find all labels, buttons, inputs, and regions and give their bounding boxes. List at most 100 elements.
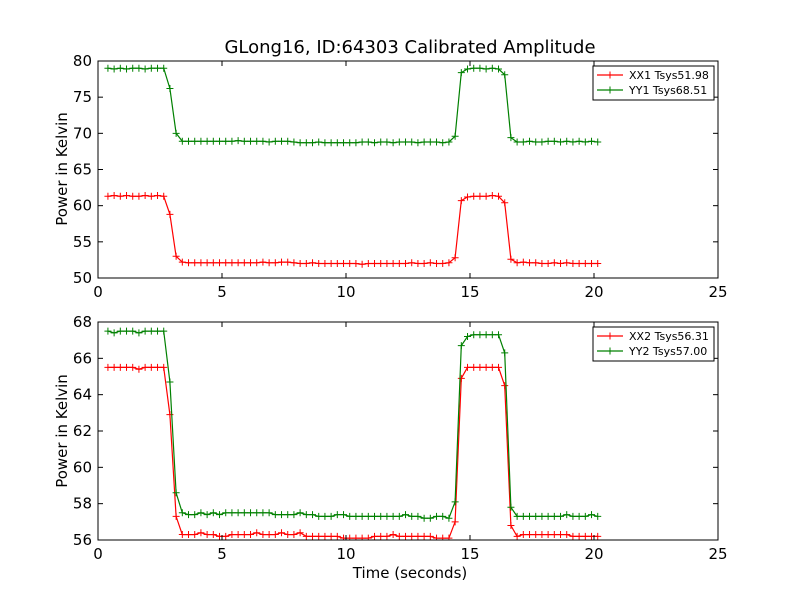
bottom-series-2-point [395, 512, 403, 520]
top-series-1-point [526, 259, 534, 267]
top-series-1-point [116, 192, 124, 200]
top-legend-label-1: XX1 Tsys51.98 [629, 69, 709, 82]
bottom-series-2-point [507, 503, 515, 511]
top-series-2-point [588, 137, 596, 145]
bottom-series-2-point [327, 512, 335, 520]
bottom-series-2-point [253, 509, 261, 517]
top-series-1-point [457, 197, 465, 205]
top-y-tick-label: 75 [73, 88, 92, 106]
top-series-1-point [389, 260, 397, 268]
top-series-2-point [197, 137, 205, 145]
bottom-series-1-point [439, 534, 447, 540]
top-series-2-point [309, 139, 317, 147]
bottom-legend-box [592, 326, 715, 362]
top-series-1-point [222, 259, 230, 267]
bottom-series-2-point [389, 512, 397, 520]
top-series-1-point [154, 192, 162, 200]
top-series-2-point [507, 134, 515, 142]
top-series-1-point [532, 259, 540, 267]
top-series-1-point [439, 260, 447, 268]
top-series-2-point [451, 132, 459, 140]
top-series-1-point [135, 192, 143, 200]
top-series-2-point [364, 138, 372, 146]
top-y-tick-label: 70 [73, 124, 92, 142]
top-series-1-point [160, 192, 168, 200]
top-series-1-point [333, 260, 341, 268]
bottom-series-2-point [581, 512, 589, 520]
top-series-1-point [563, 259, 571, 267]
bottom-series-2-point [302, 511, 310, 519]
bottom-series-2-point [209, 509, 217, 517]
bottom-series-1-point [110, 363, 118, 371]
bottom-series-2-point [588, 511, 596, 519]
top-series-1-point [557, 260, 565, 268]
top-y-tick-label: 55 [73, 233, 92, 251]
bottom-series-2-point [513, 512, 521, 520]
bottom-series-1-point [141, 363, 149, 371]
bottom-plot-panel: 0 5 10 15 20 25 56 58 60 62 64 66 68 XX2 Tsys56.31 YY2… [73, 313, 728, 563]
bottom-series-1-point [240, 531, 248, 539]
bottom-series-2-point [234, 509, 242, 517]
bottom-series-1-point [402, 532, 410, 540]
top-series-1-point [581, 260, 589, 268]
bottom-series-1-point [408, 532, 416, 540]
bottom-series-2-point [433, 512, 441, 520]
top-series-2-point [315, 138, 323, 146]
top-series-1-point [147, 192, 155, 200]
bottom-series-1-point [488, 363, 496, 371]
bottom-series-1-point [352, 534, 360, 540]
top-series-1-point [420, 260, 428, 268]
bottom-series-1-point [327, 532, 335, 540]
top-series-2-point [296, 139, 304, 147]
bottom-series-1-point [389, 531, 397, 539]
bottom-series-2-point [402, 511, 410, 519]
top-series-1-point [352, 260, 360, 268]
bottom-series-2-point [426, 514, 434, 522]
bottom-series-1-point [247, 531, 255, 539]
bottom-legend: XX2 Tsys56.31 YY2 Tsys57.00 [592, 326, 715, 362]
top-series-1-point [340, 260, 348, 268]
top-series-2-point [470, 64, 478, 72]
top-series-2-point [513, 138, 521, 146]
top-series-2-point [346, 139, 354, 147]
bottom-series-2-point [141, 327, 149, 335]
bottom-series-2-point [550, 512, 558, 520]
top-series-1-point [470, 192, 478, 200]
bottom-series-2-point [191, 511, 199, 519]
top-series-2-point [389, 139, 397, 147]
bottom-series-2-point [476, 331, 484, 339]
top-series-1-point [346, 260, 354, 268]
top-series-2-point [290, 138, 298, 146]
top-plot-area [104, 64, 602, 268]
bottom-series-1-point [569, 532, 577, 540]
bottom-series-2-point [259, 509, 267, 517]
top-series-2-point [488, 64, 496, 72]
bottom-series-2-point [495, 331, 503, 339]
top-series-2-point [284, 137, 292, 145]
top-series-2-point [166, 84, 174, 92]
bottom-series-1-point [513, 532, 521, 540]
top-series-1-point [129, 192, 137, 200]
top-series-2-point [569, 138, 577, 146]
top-x-tick-label: 10 [336, 283, 355, 301]
bottom-series-1-point [104, 363, 112, 371]
top-series-2-point [228, 137, 236, 145]
bottom-series-2-point [575, 512, 583, 520]
bottom-series-1-point [228, 531, 236, 539]
bottom-series-1-point [333, 532, 341, 540]
top-series-2-point [501, 71, 509, 79]
bottom-series-2-point [166, 378, 174, 386]
bottom-series-1-point [116, 363, 124, 371]
bottom-series-1-point [147, 363, 155, 371]
top-legend: XX1 Tsys51.98 YY1 Tsys68.51 [592, 65, 715, 101]
bottom-series-2-point [526, 512, 534, 520]
top-series-2-point [464, 65, 472, 73]
top-series-1-point [482, 192, 490, 200]
top-series-2-point [327, 139, 335, 147]
top-series-2-point [234, 137, 242, 145]
top-series-2-point [383, 138, 391, 146]
top-series-2-point [321, 139, 329, 147]
bottom-legend-label-1: XX2 Tsys56.31 [629, 330, 709, 343]
top-legend-marker-1 [606, 71, 614, 79]
bottom-series-2-point [414, 512, 422, 520]
